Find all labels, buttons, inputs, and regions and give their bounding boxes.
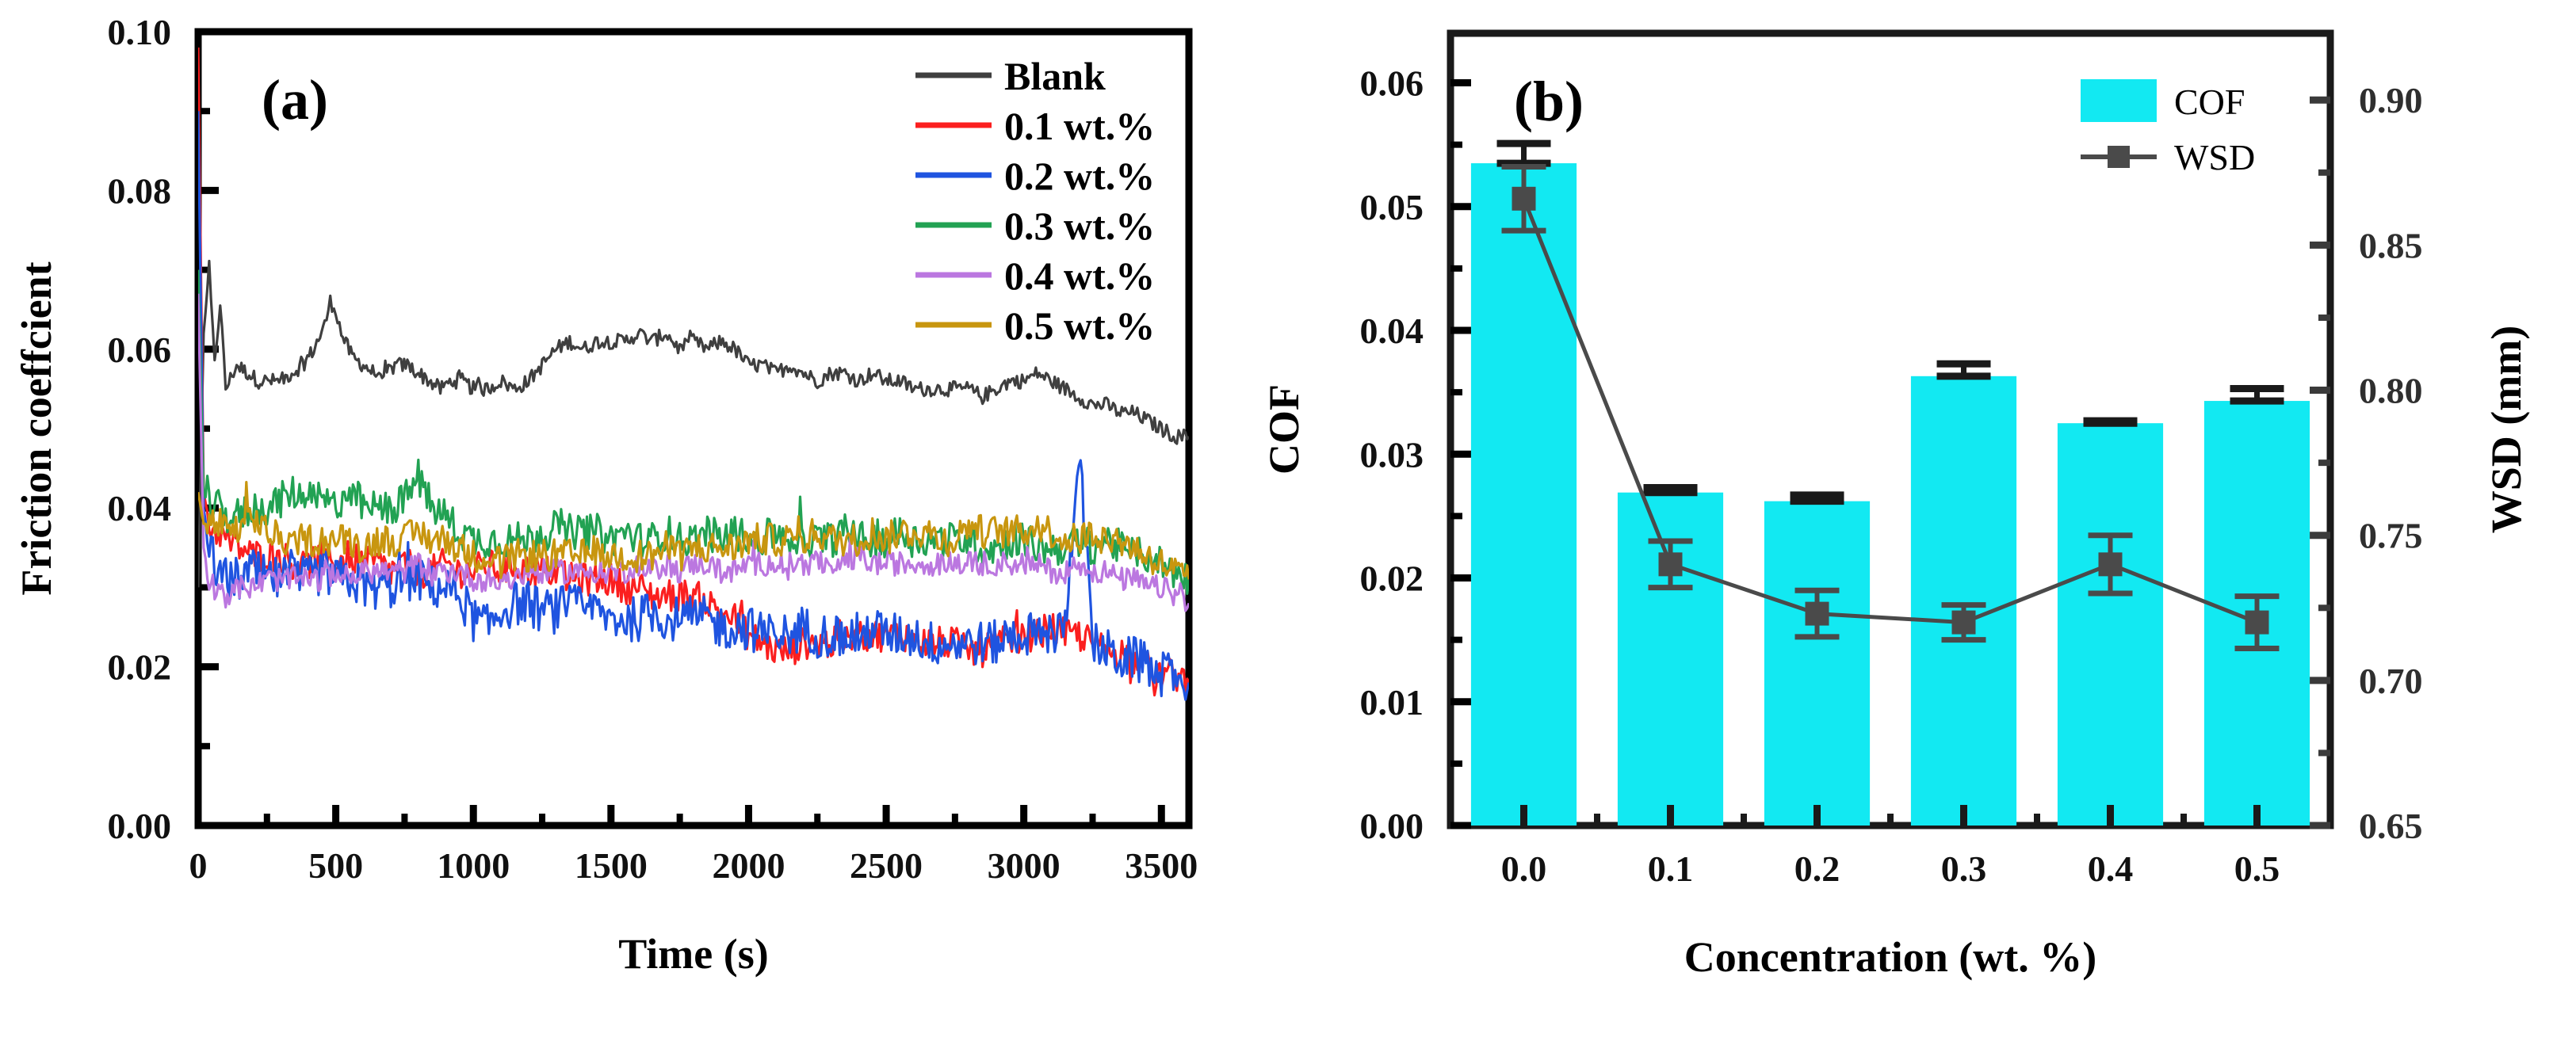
x-axis-title: Time (s)	[618, 930, 768, 978]
x-tick-label: 0.2	[1794, 848, 1840, 889]
panel-b: 0.00 0.01 0.02 0.03 0.04 0.05 0.06 0.65 0.70 0.75…	[1221, 0, 2576, 1041]
panel-b-plot: 0.00 0.01 0.02 0.03 0.04 0.05 0.06 0.65 0.70 0.75…	[1260, 29, 2530, 981]
plot-frame	[1447, 29, 2334, 829]
bar-0-4	[2057, 423, 2164, 826]
x-tick-label: 0.5	[2234, 848, 2280, 889]
cof-error-bars	[1496, 139, 2284, 505]
y-tick-label: 0.10	[108, 12, 172, 52]
y-tick-label-right: 0.65	[2359, 806, 2423, 846]
x-tick-label: 0.4	[2088, 848, 2134, 889]
y-tick-label-left: 0.00	[1360, 806, 1424, 846]
panel-tag-b: (b)	[1514, 70, 1584, 133]
bar-0-0	[1470, 163, 1577, 826]
x-tick-label: 0.3	[1941, 848, 1987, 889]
wsd-line	[1522, 197, 2258, 625]
bar-0-3	[1910, 376, 2017, 826]
panel-tag-a: (a)	[262, 68, 328, 132]
wsd-marker-0-2	[1805, 601, 1829, 626]
x-tick-label: 3000	[988, 845, 1061, 886]
series-line-0-2-wt-	[198, 111, 1189, 701]
legend-label: 0.5 wt.%	[1004, 303, 1155, 348]
bar-0-2	[1764, 501, 1871, 826]
y-tick-label: 0.06	[108, 330, 172, 370]
panel-a-plot: 0.00 0.02 0.04 0.06 0.08 0.10 0 500 1000 1500 2000…	[13, 12, 1198, 978]
y-axis-title: Friction coeffcient	[13, 261, 60, 595]
series-group	[198, 47, 1189, 701]
x-tick-label: 0.1	[1648, 848, 1694, 889]
x-tick-label: 0	[189, 845, 208, 886]
plot-frame	[194, 28, 1193, 829]
wsd-group	[1501, 163, 2280, 652]
x-tick-label: 1000	[437, 845, 510, 886]
series-line-0-4-wt-	[198, 293, 1189, 612]
y-tick-label-right: 0.80	[2359, 371, 2423, 411]
y-tick-label-left: 0.04	[1360, 311, 1424, 351]
y-tick-label-left: 0.01	[1360, 682, 1424, 723]
legend-swatch-cof	[2081, 79, 2157, 122]
series-line-blank	[198, 259, 1189, 588]
x-tick-label: 0.0	[1501, 848, 1547, 889]
x-tick-label: 1500	[575, 845, 648, 886]
y-axis-title-right: WSD (mm)	[2482, 326, 2530, 533]
y-tick-label-left: 0.02	[1360, 559, 1424, 599]
y-tick-label-left: 0.05	[1360, 187, 1424, 227]
legend-label: 0.4 wt.%	[1004, 254, 1155, 298]
y-tick-label-right: 0.90	[2359, 80, 2423, 120]
series-line-0-5-wt-	[198, 481, 1189, 580]
y-tick-label-right: 0.70	[2359, 661, 2423, 701]
y-tick-label-left: 0.06	[1360, 63, 1424, 104]
x-tick-label: 2500	[850, 845, 923, 886]
legend-label: 0.2 wt.%	[1004, 154, 1155, 198]
y-tick-label-right: 0.85	[2359, 225, 2423, 265]
y-tick-label-right: 0.75	[2359, 516, 2423, 556]
legend-label: Blank	[1004, 54, 1106, 98]
y-tick-label: 0.02	[108, 647, 172, 688]
wsd-marker-0-5	[2245, 610, 2269, 635]
wsd-marker-0-3	[1951, 610, 1976, 635]
y-tick-label-left: 0.03	[1360, 434, 1424, 475]
x-tick-label: 2000	[712, 845, 785, 886]
y-tick-label: 0.04	[108, 488, 172, 528]
x-tick-label: 3500	[1125, 845, 1198, 886]
y-axis-title-left: COF	[1260, 384, 1308, 475]
wsd-marker-0-0	[1512, 186, 1536, 211]
wsd-marker-0-4	[2098, 552, 2123, 577]
bars-group	[1470, 163, 2310, 826]
panel-a: 0.00 0.02 0.04 0.06 0.08 0.10 0 500 1000 1500 2000…	[0, 0, 1221, 1041]
legend-label: 0.3 wt.%	[1004, 204, 1155, 248]
legend-label-cof: COF	[2174, 82, 2245, 122]
x-axis-title: Concentration (wt. %)	[1684, 933, 2096, 981]
x-tick-label: 500	[308, 845, 363, 886]
y-tick-label: 0.00	[108, 806, 172, 846]
y-tick-label: 0.08	[108, 170, 172, 211]
legend-label: 0.1 wt.%	[1004, 104, 1155, 148]
legend-label-wsd: WSD	[2174, 137, 2255, 177]
wsd-marker-0-1	[1658, 552, 1683, 577]
legend-marker-wsd	[2108, 146, 2130, 168]
